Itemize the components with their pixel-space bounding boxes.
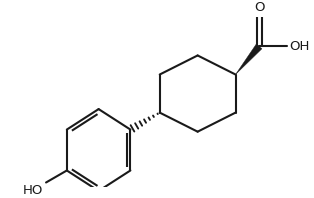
Text: OH: OH: [289, 40, 309, 53]
Polygon shape: [236, 44, 262, 74]
Text: HO: HO: [23, 184, 43, 197]
Text: O: O: [254, 2, 264, 14]
